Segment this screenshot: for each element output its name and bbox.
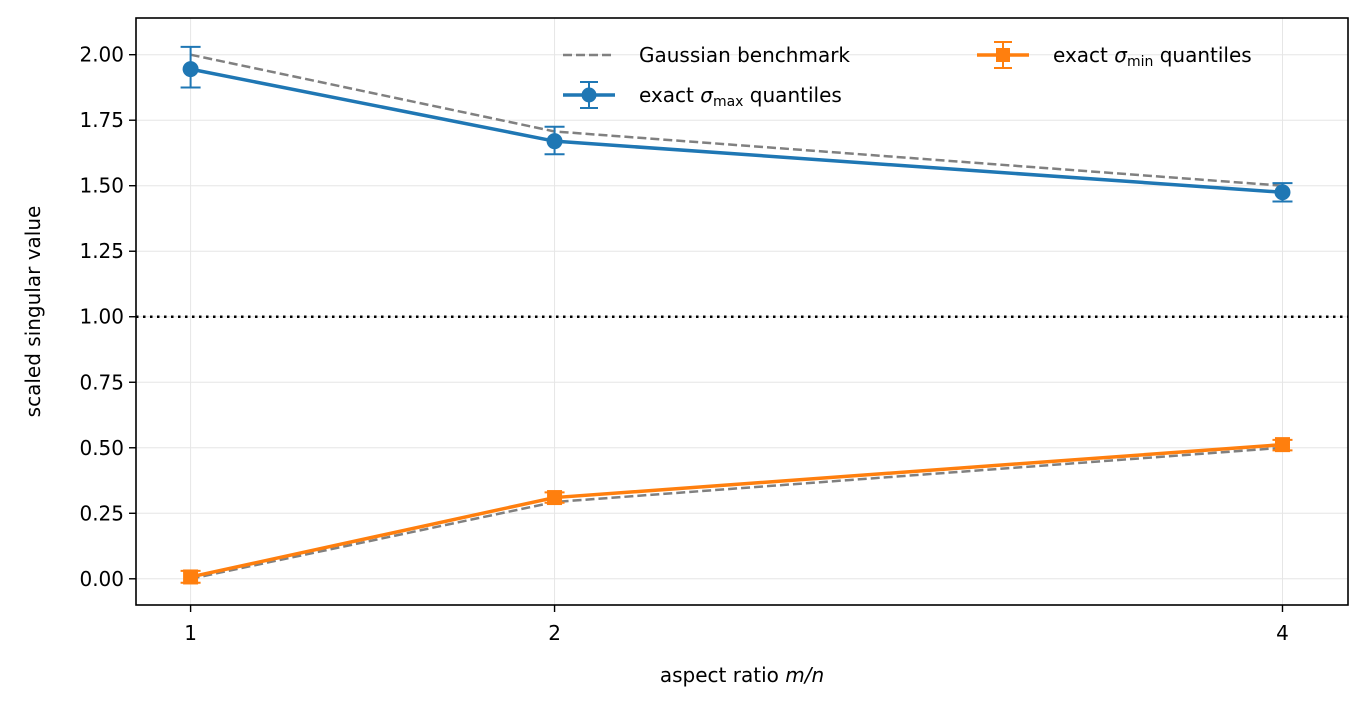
grid xyxy=(136,18,1348,605)
legend-label-symbol: σ xyxy=(700,83,714,107)
y-tick-label: 1.75 xyxy=(79,108,124,132)
plot-frame xyxy=(135,17,1349,606)
y-tick-label: 0.00 xyxy=(79,567,124,591)
x-tick-label: 4 xyxy=(1276,621,1289,645)
x-tick-label: 2 xyxy=(548,621,561,645)
legend-swatch-marker-min xyxy=(996,48,1010,62)
y-tick-label: 1.25 xyxy=(79,239,124,263)
x-axis-label-text: aspect ratio xyxy=(660,663,785,687)
y-tick-label: 1.50 xyxy=(79,174,124,198)
legend-label-benchmark: Gaussian benchmark xyxy=(639,43,850,67)
series-group xyxy=(180,45,1293,585)
y-axis-label: scaled singular value xyxy=(21,206,45,418)
x-axis-label-var: m/n xyxy=(785,663,824,687)
legend-label-subscript: min xyxy=(1127,54,1153,70)
legend-label-max: exact σmax quantiles xyxy=(639,83,842,110)
y-tick-label: 2.00 xyxy=(79,43,124,67)
data-point-max xyxy=(182,61,199,78)
data-point-min xyxy=(183,569,199,585)
legend-swatch-marker-max xyxy=(581,87,597,103)
y-tick-label: 0.75 xyxy=(79,370,124,394)
data-point-max xyxy=(1274,184,1291,201)
y-tick-label: 1.00 xyxy=(79,305,124,329)
data-point-max xyxy=(546,133,563,150)
data-point-min xyxy=(547,490,563,506)
legend-label-prefix: exact xyxy=(1053,43,1114,67)
legend-label-min: exact σmin quantiles xyxy=(1053,43,1252,70)
x-tick-label: 1 xyxy=(184,621,197,645)
legend-label-prefix: exact xyxy=(639,83,700,107)
y-tick-label: 0.25 xyxy=(79,501,124,525)
data-point-min xyxy=(1274,437,1290,453)
legend-label-subscript: max xyxy=(713,94,744,110)
y-tick-label: 0.50 xyxy=(79,436,124,460)
x-axis-label: aspect ratio m/n xyxy=(660,663,824,687)
legend-label-symbol: σ xyxy=(1114,43,1128,67)
axes: 0.00 0.25 0.50 0.75 1.00 1.25 1.50 1.75 2.00 1 2 4 a… xyxy=(21,17,1349,687)
legend-label-suffix: quantiles xyxy=(1153,43,1251,67)
series-line-min xyxy=(190,442,1283,579)
legend-label-suffix: quantiles xyxy=(743,83,841,107)
